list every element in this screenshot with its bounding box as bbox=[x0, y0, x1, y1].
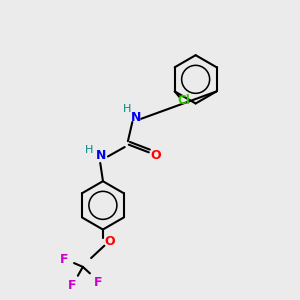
Text: N: N bbox=[131, 110, 141, 124]
Text: F: F bbox=[68, 279, 76, 292]
Text: F: F bbox=[94, 276, 102, 289]
Text: F: F bbox=[60, 253, 69, 266]
Text: O: O bbox=[151, 148, 161, 161]
Text: O: O bbox=[104, 235, 115, 248]
Text: N: N bbox=[96, 149, 106, 162]
Text: H: H bbox=[123, 104, 131, 114]
Text: H: H bbox=[85, 145, 93, 155]
Text: Cl: Cl bbox=[177, 94, 190, 107]
